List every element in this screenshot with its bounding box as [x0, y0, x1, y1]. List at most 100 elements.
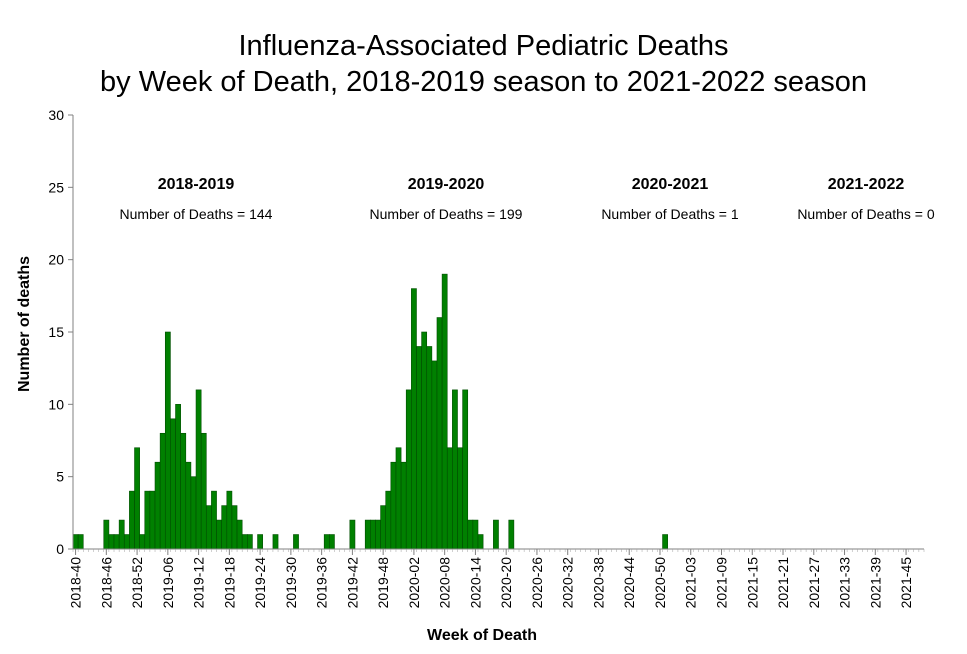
bar: [385, 490, 392, 550]
bars-layer: [72, 273, 668, 550]
bar: [175, 404, 181, 550]
bar: [103, 519, 110, 550]
x-tick-label: 2021-03: [683, 557, 699, 609]
bar: [457, 447, 463, 550]
x-tick-label: 2020-32: [560, 557, 576, 609]
x-tick-label: 2021-21: [775, 557, 791, 609]
bar: [190, 476, 197, 550]
x-tick-label: 2020-08: [437, 557, 453, 609]
season-title: 2020-2021: [632, 176, 709, 193]
x-tick-label: 2018-46: [98, 557, 114, 609]
x-axis-label: Week of Death: [427, 627, 537, 644]
x-tick-label: 2021-27: [806, 557, 822, 609]
season-count: Number of Deaths = 199: [370, 206, 523, 222]
x-tick-label: 2021-39: [867, 557, 883, 609]
bar: [241, 534, 248, 550]
x-tick-label: 2018-52: [129, 557, 145, 609]
season-annotation-2020-2021: 2020-2021 Number of Deaths = 1: [601, 176, 739, 222]
bar: [416, 346, 422, 550]
x-tick-label: 2021-09: [714, 557, 730, 609]
season-title: 2019-2020: [408, 176, 485, 193]
bar: [426, 346, 433, 550]
bar: [467, 519, 474, 550]
bar: [211, 490, 217, 550]
x-tick-label: 2019-06: [160, 557, 176, 609]
season-annotation-2021-2022: 2021-2022 Number of Deaths = 0: [797, 176, 935, 222]
season-count: Number of Deaths = 144: [120, 206, 273, 222]
bar: [200, 432, 207, 550]
bar: [508, 519, 515, 550]
y-tick-label: 15: [48, 324, 64, 340]
bar: [380, 505, 387, 550]
bar: [139, 534, 146, 550]
bar: [493, 519, 499, 550]
bar: [221, 505, 228, 550]
x-tick-label: 2020-38: [590, 557, 606, 609]
x-tick-label: 2021-45: [898, 557, 914, 609]
bar: [231, 505, 238, 550]
x-tick-label: 2019-12: [191, 557, 207, 609]
bar: [149, 490, 156, 550]
bar: [247, 534, 253, 550]
bar: [108, 534, 115, 550]
bar: [118, 519, 125, 550]
bar: [462, 389, 469, 550]
bar: [441, 273, 448, 550]
y-ticks: 0 5 10 15 20 25 30: [48, 107, 73, 557]
x-tick-label: 2019-30: [283, 557, 299, 609]
bar: [431, 360, 438, 550]
x-tick-label: 2020-44: [621, 557, 637, 609]
bar: [129, 490, 135, 550]
x-tick-label: 2019-48: [375, 557, 391, 609]
bar: [390, 461, 397, 550]
bar: [370, 519, 376, 550]
x-tick-label: 2020-02: [406, 557, 422, 609]
bar: [662, 534, 668, 550]
bar: [154, 461, 161, 550]
x-tick-label: 2020-26: [529, 557, 545, 609]
x-tick-label: 2020-20: [498, 557, 514, 609]
bar: [170, 418, 176, 550]
season-count: Number of Deaths = 1: [601, 206, 739, 222]
y-tick-label: 0: [56, 541, 64, 557]
bar: [113, 534, 120, 550]
season-title: 2021-2022: [828, 176, 905, 193]
bar: [395, 447, 402, 550]
bar: [72, 534, 79, 550]
y-tick-label: 30: [48, 107, 64, 123]
y-tick-label: 10: [48, 396, 64, 412]
bar: [411, 288, 417, 550]
bar: [452, 389, 458, 550]
chart-title: Influenza-Associated Pediatric Deaths by…: [0, 28, 967, 100]
bar: [123, 534, 130, 550]
x-tick-label: 2021-15: [744, 557, 760, 609]
bar: [236, 519, 243, 550]
x-tick-label: 2018-40: [68, 557, 84, 609]
x-tick-label: 2019-36: [314, 557, 330, 609]
bar: [421, 331, 428, 550]
x-tick-label: 2020-50: [652, 557, 668, 609]
bar: [180, 432, 187, 550]
bar: [272, 534, 279, 550]
y-axis-label: Number of deaths: [16, 256, 33, 392]
bar: [375, 519, 381, 550]
bar: [405, 389, 412, 550]
bar: [472, 519, 479, 550]
bar: [436, 317, 443, 550]
season-title: 2018-2019: [158, 176, 235, 193]
bar: [400, 461, 407, 550]
chart-title-line-1: Influenza-Associated Pediatric Deaths: [238, 30, 729, 62]
season-annotation-2019-2020: 2019-2020 Number of Deaths = 199: [370, 176, 523, 222]
bar: [293, 534, 299, 550]
bar: [134, 447, 140, 550]
x-ticks: 2018-40 2018-46 2018-52 2019-06 2019-12 2019-…: [68, 549, 925, 609]
y-tick-label: 25: [48, 179, 64, 195]
x-tick-label: 2021-33: [837, 557, 853, 609]
bar: [364, 519, 371, 550]
bar: [77, 534, 84, 550]
bar: [477, 534, 484, 550]
x-tick-label: 2019-24: [252, 557, 268, 609]
x-tick-label: 2020-14: [467, 557, 483, 609]
bar: [323, 534, 330, 550]
